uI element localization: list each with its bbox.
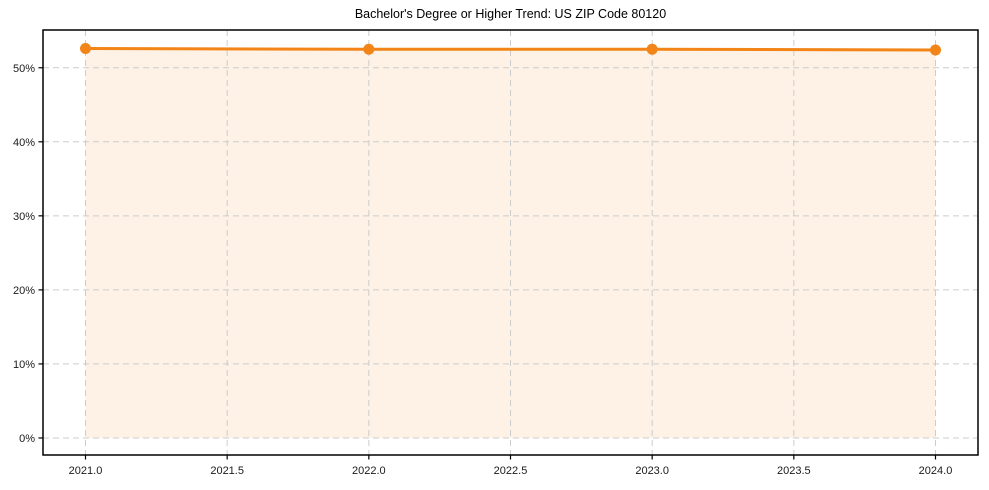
- x-tick-label: 2022.0: [352, 465, 386, 477]
- x-tick-label: 2023.0: [635, 465, 669, 477]
- y-tick-label: 40%: [13, 137, 35, 149]
- y-tick-label: 0%: [19, 433, 35, 445]
- x-tick-label: 2021.5: [210, 465, 244, 477]
- x-tick-label: 2024.0: [919, 465, 953, 477]
- data-point-marker: [363, 43, 375, 55]
- y-tick-label: 20%: [13, 285, 35, 297]
- y-tick-label: 50%: [13, 63, 35, 75]
- trend-line: [84, 47, 937, 52]
- y-tick-label: 10%: [13, 359, 35, 371]
- data-point-marker: [930, 44, 941, 56]
- x-tick-label: 2022.5: [494, 465, 528, 477]
- x-tick-label: 2023.5: [777, 465, 811, 477]
- chart-title: Bachelor's Degree or Higher Trend: US ZI…: [354, 7, 667, 21]
- y-tick-label: 30%: [13, 211, 35, 223]
- x-tick-label: 2021.0: [69, 465, 103, 477]
- data-point-marker: [646, 43, 658, 55]
- data-point-marker: [80, 43, 91, 55]
